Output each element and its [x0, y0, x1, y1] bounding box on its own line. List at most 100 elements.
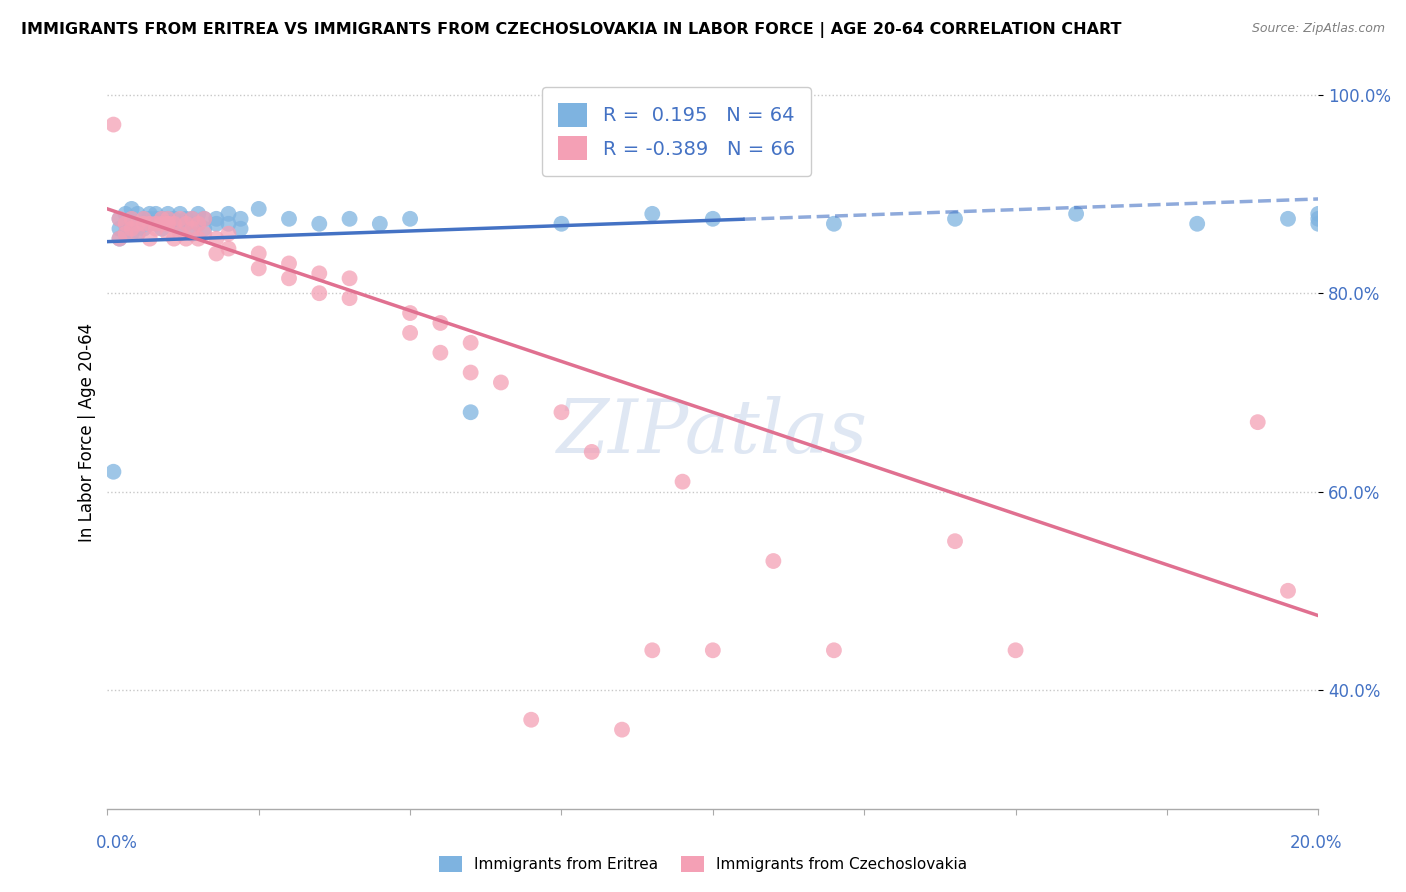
Point — [127, 207, 149, 221]
Point — [193, 211, 215, 226]
Point — [460, 366, 482, 380]
Text: Source: ZipAtlas.com: Source: ZipAtlas.com — [1251, 22, 1385, 36]
Text: ZIPatlas: ZIPatlas — [557, 396, 869, 468]
Point — [156, 227, 179, 241]
Point — [121, 211, 143, 226]
Point — [217, 217, 239, 231]
Point — [247, 202, 270, 216]
Point — [127, 217, 149, 231]
Point — [702, 211, 724, 226]
Point — [550, 217, 572, 231]
Point — [132, 221, 155, 235]
Point — [163, 217, 186, 231]
Point — [108, 232, 131, 246]
Point — [156, 211, 179, 226]
Point — [429, 316, 451, 330]
Point — [127, 227, 149, 241]
Point — [217, 207, 239, 221]
Point — [1308, 211, 1330, 226]
Point — [121, 227, 143, 241]
Point — [883, 881, 905, 892]
Point — [229, 211, 252, 226]
Point — [943, 211, 966, 226]
Point — [308, 217, 330, 231]
Point — [205, 211, 228, 226]
Point — [169, 211, 191, 226]
Point — [139, 232, 162, 246]
Point — [156, 207, 179, 221]
Text: 20.0%: 20.0% — [1291, 834, 1343, 852]
Text: 0.0%: 0.0% — [96, 834, 138, 852]
Point — [641, 207, 664, 221]
Point — [139, 217, 162, 231]
Legend: R =  0.195   N = 64, R = -0.389   N = 66: R = 0.195 N = 64, R = -0.389 N = 66 — [543, 87, 810, 176]
Point — [762, 554, 785, 568]
Point — [520, 713, 543, 727]
Point — [132, 217, 155, 231]
Point — [150, 217, 173, 231]
Point — [278, 271, 301, 285]
Point — [702, 643, 724, 657]
Point — [156, 211, 179, 226]
Point — [114, 207, 136, 221]
Point — [150, 217, 173, 231]
Point — [278, 211, 301, 226]
Point — [150, 211, 173, 226]
Point — [187, 207, 209, 221]
Point — [308, 266, 330, 280]
Point — [205, 246, 228, 260]
Point — [205, 232, 228, 246]
Point — [108, 211, 131, 226]
Point — [181, 211, 204, 226]
Point — [1308, 207, 1330, 221]
Point — [121, 221, 143, 235]
Point — [139, 207, 162, 221]
Point — [163, 232, 186, 246]
Point — [181, 227, 204, 241]
Point — [156, 217, 179, 231]
Point — [205, 217, 228, 231]
Point — [103, 118, 125, 132]
Point — [145, 211, 167, 226]
Point — [127, 227, 149, 241]
Point — [181, 221, 204, 235]
Point — [1308, 217, 1330, 231]
Point — [121, 202, 143, 216]
Point — [943, 534, 966, 549]
Point — [187, 217, 209, 231]
Point — [145, 221, 167, 235]
Legend: Immigrants from Eritrea, Immigrants from Czechoslovakia: Immigrants from Eritrea, Immigrants from… — [432, 848, 974, 880]
Point — [139, 211, 162, 226]
Point — [429, 345, 451, 359]
Point — [399, 326, 422, 340]
Point — [247, 261, 270, 276]
Point — [368, 217, 391, 231]
Point — [169, 227, 191, 241]
Point — [114, 217, 136, 231]
Point — [127, 217, 149, 231]
Point — [1064, 207, 1087, 221]
Point — [1185, 217, 1208, 231]
Point — [278, 256, 301, 270]
Point — [193, 211, 215, 226]
Point — [181, 211, 204, 226]
Point — [217, 242, 239, 256]
Point — [339, 211, 361, 226]
Point — [114, 217, 136, 231]
Point — [1004, 643, 1026, 657]
Point — [229, 221, 252, 235]
Point — [114, 227, 136, 241]
Point — [163, 211, 186, 226]
Text: IMMIGRANTS FROM ERITREA VS IMMIGRANTS FROM CZECHOSLOVAKIA IN LABOR FORCE | AGE 2: IMMIGRANTS FROM ERITREA VS IMMIGRANTS FR… — [21, 22, 1122, 38]
Point — [174, 217, 197, 231]
Point — [114, 227, 136, 241]
Point — [339, 291, 361, 305]
Point — [550, 405, 572, 419]
Point — [169, 207, 191, 221]
Point — [108, 211, 131, 226]
Point — [174, 211, 197, 226]
Point — [460, 335, 482, 350]
Y-axis label: In Labor Force | Age 20-64: In Labor Force | Age 20-64 — [79, 323, 96, 541]
Point — [132, 217, 155, 231]
Point — [174, 217, 197, 231]
